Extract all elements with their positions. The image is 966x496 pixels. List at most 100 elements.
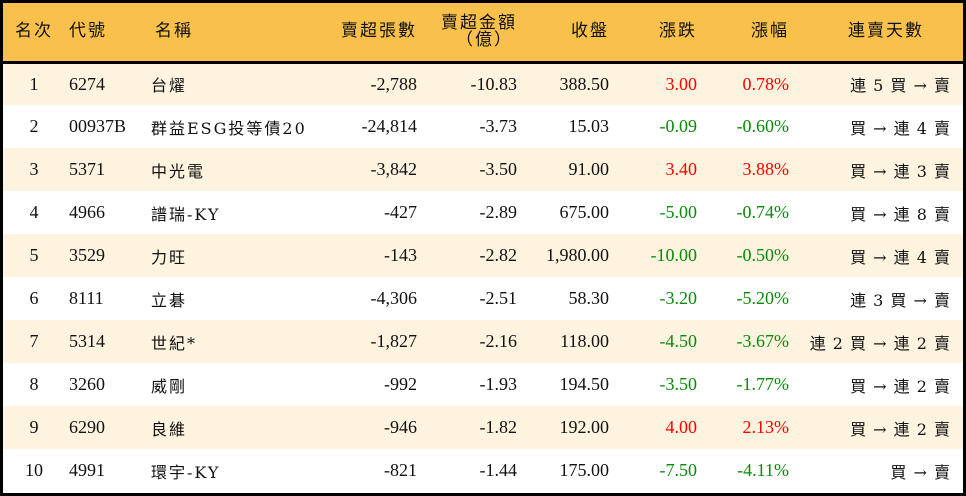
cell-net-sell-lots: -946 [384,417,417,437]
cell-name: 環宇-KY [151,462,221,482]
cell-change: 3.00 [665,73,698,94]
cell-close: 118.00 [560,331,609,351]
cell-rank: 4 [29,202,39,222]
cell-code: 3529 [69,245,105,265]
header-net-sell-amount-line2: （億） [456,29,513,50]
cell-name: 立碁 [151,290,188,310]
table-row: 6 8111 立碁 -4,306 -2.51 58.30 -3.20 -5.20… [3,277,963,320]
cell-net-sell-amount: -3.50 [479,159,518,179]
table-row: 7 5314 世紀* -1,827 -2.16 118.00 -4.50 -3.… [3,320,963,363]
cell-change: -4.50 [659,331,698,351]
table-row: 8 3260 威剛 -992 -1.93 194.50 -3.50 -1.77%… [3,363,963,406]
cell-net-sell-amount: -2.51 [479,288,518,308]
table-row: 2 00937B 群益ESG投等債20 -24,814 -3.73 15.03 … [3,105,963,148]
cell-streak: 連 3 買 → 賣 [850,290,951,310]
header-rank: 名次 [15,21,53,42]
cell-code: 3260 [69,374,105,394]
cell-change: -5.00 [659,202,698,222]
cell-name: 台燿 [151,76,188,96]
cell-rank: 7 [29,331,39,351]
header-change: 漲跌 [659,21,697,42]
cell-change-pct: -0.60% [736,116,790,136]
cell-change-pct: 0.78% [742,73,790,94]
cell-change-pct: -0.74% [736,202,790,222]
cell-change-pct: 3.88% [742,159,790,179]
cell-change-pct: -3.67% [736,331,790,351]
cell-close: 91.00 [568,159,610,179]
cell-net-sell-amount: -3.73 [479,116,518,136]
cell-close: 58.30 [568,288,610,308]
cell-change: -3.20 [659,288,698,308]
cell-streak: 買 → 連 4 賣 [850,118,951,138]
table-row: 9 6290 良維 -946 -1.82 192.00 4.00 2.13% 買… [3,406,963,449]
cell-rank: 10 [25,460,43,480]
cell-net-sell-lots: -4,306 [370,288,418,308]
cell-change-pct: -5.20% [736,288,790,308]
cell-name: 良維 [151,419,188,439]
cell-streak: 買 → 連 4 賣 [850,247,951,267]
table-row: 5 3529 力旺 -143 -2.82 1,980.00 -10.00 -0.… [3,234,963,277]
cell-net-sell-lots: -992 [384,374,417,394]
header-code: 代號 [69,21,107,42]
cell-rank: 1 [29,73,39,94]
cell-close: 675.00 [559,202,610,222]
cell-change-pct: -4.11% [737,460,789,480]
cell-net-sell-amount: -10.83 [470,73,518,94]
header-name: 名稱 [155,21,193,42]
cell-change: -10.00 [650,245,698,265]
table-row: 1 6274 台燿 -2,788 -10.83 388.50 3.00 0.78… [3,62,963,105]
cell-streak: 買 → 連 2 賣 [850,419,951,439]
table-header-row: 名次 代號 名稱 賣超張數 賣超金額 （億） 收盤 漲跌 漲幅 連賣天數 [3,3,963,62]
cell-name: 威剛 [151,376,188,396]
cell-net-sell-lots: -3,842 [370,159,418,179]
cell-net-sell-lots: -821 [384,460,417,480]
header-net-sell-amount-line1: 賣超金額 [441,12,517,33]
cell-rank: 3 [29,159,39,179]
cell-change-pct: -0.50% [736,245,790,265]
cell-rank: 9 [29,417,39,437]
cell-net-sell-lots: -427 [384,202,417,222]
cell-close: 1,980.00 [546,245,609,265]
cell-change-pct: -1.77% [736,374,790,394]
cell-code: 6274 [69,73,105,94]
cell-name: 力旺 [151,247,188,267]
header-change-pct: 漲幅 [751,21,789,42]
cell-net-sell-amount: -2.16 [479,331,518,351]
cell-close: 175.00 [559,460,610,480]
cell-code: 6290 [69,417,105,437]
cell-code: 4966 [69,202,105,222]
cell-change: -3.50 [659,374,698,394]
cell-code: 5371 [69,159,105,179]
header-streak: 連賣天數 [848,21,924,42]
cell-close: 194.50 [559,374,610,394]
cell-streak: 連 5 買 → 賣 [850,76,951,96]
cell-close: 15.03 [568,116,610,136]
cell-net-sell-amount: -1.82 [479,417,518,437]
cell-code: 5314 [69,331,105,351]
cell-name: 群益ESG投等債20 [151,118,307,138]
header-close: 收盤 [571,21,609,42]
cell-rank: 2 [29,116,39,136]
table-row: 4 4966 譜瑞-KY -427 -2.89 675.00 -5.00 -0.… [3,191,963,234]
cell-code: 00937B [69,116,127,136]
cell-change: -0.09 [659,116,698,136]
table-row: 3 5371 中光電 -3,842 -3.50 91.00 3.40 3.88%… [3,148,963,191]
cell-net-sell-amount: -2.82 [479,245,518,265]
cell-streak: 買 → 賣 [890,462,951,482]
cell-close: 388.50 [559,73,610,94]
header-net-sell-lots: 賣超張數 [341,21,417,42]
cell-net-sell-lots: -2,788 [370,73,418,94]
cell-name: 譜瑞-KY [151,204,221,224]
cell-change: 3.40 [665,159,698,179]
cell-net-sell-amount: -1.93 [479,374,518,394]
cell-streak: 買 → 連 8 賣 [850,204,951,224]
cell-name: 中光電 [151,161,206,181]
cell-code: 8111 [69,288,104,308]
cell-close: 192.00 [559,417,610,437]
table-row: 10 4991 環宇-KY -821 -1.44 175.00 -7.50 -4… [3,449,963,492]
cell-rank: 5 [29,245,39,265]
cell-change-pct: 2.13% [742,417,790,437]
cell-name: 世紀* [151,333,198,353]
cell-rank: 6 [29,288,39,308]
